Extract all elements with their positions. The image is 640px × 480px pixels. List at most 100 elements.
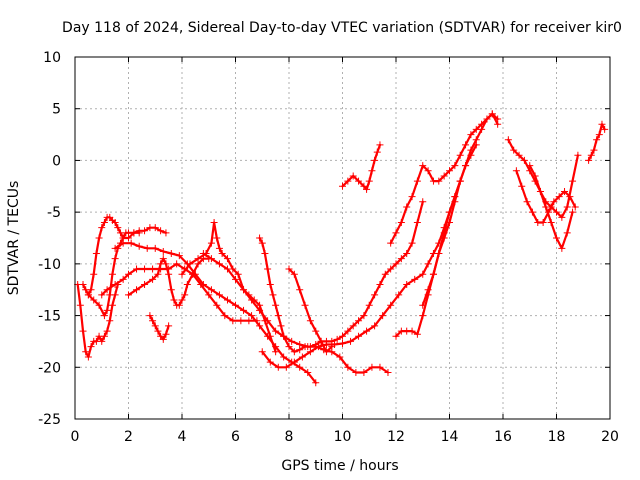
series-track-5 (111, 239, 320, 387)
data-point (114, 224, 122, 232)
data-point (347, 337, 355, 345)
data-point (413, 330, 421, 338)
data-point (352, 368, 360, 376)
data-point (274, 312, 282, 320)
data-point (274, 363, 282, 371)
data-point (106, 291, 114, 299)
data-point (111, 281, 119, 289)
data-point (558, 244, 566, 252)
data-point (397, 255, 405, 263)
data-point (285, 343, 293, 351)
data-point (205, 291, 213, 299)
data-point (141, 227, 149, 235)
data-point (349, 322, 357, 330)
data-point (371, 322, 379, 330)
data-point (301, 301, 309, 309)
data-point (256, 306, 264, 314)
data-point (178, 296, 186, 304)
data-point (344, 327, 352, 335)
data-point (558, 213, 566, 221)
data-point (467, 151, 475, 159)
series-track-1 (74, 281, 122, 361)
chart-title: Day 118 of 2024, Sidereal Day-to-day VTE… (62, 20, 622, 36)
data-point (162, 229, 170, 237)
data-point (312, 327, 320, 335)
data-point (504, 136, 512, 144)
data-point (100, 218, 108, 226)
x-tick-label: 8 (285, 429, 294, 445)
y-tick-label: -5 (47, 205, 61, 221)
data-point (451, 193, 459, 201)
data-point (419, 301, 427, 309)
data-point (467, 131, 475, 139)
data-point (360, 368, 368, 376)
data-point (207, 286, 215, 294)
series-track-8 (178, 218, 280, 356)
series-track-4 (98, 260, 261, 325)
data-point (403, 250, 411, 258)
data-point (384, 368, 392, 376)
data-point (108, 301, 116, 309)
data-point (360, 312, 368, 320)
data-point (569, 177, 577, 185)
series-line (515, 169, 577, 224)
data-point (306, 317, 314, 325)
data-point (149, 265, 157, 273)
x-tick-label: 20 (601, 429, 619, 445)
data-point (159, 255, 167, 263)
data-point (207, 239, 215, 247)
data-point (590, 146, 598, 154)
data-point (215, 260, 223, 268)
data-point (387, 265, 395, 273)
y-tick-label: 0 (52, 153, 61, 169)
data-point (395, 291, 403, 299)
data-point (95, 301, 103, 309)
data-point (162, 330, 170, 338)
data-point (280, 332, 288, 340)
data-point (312, 379, 320, 387)
data-point (173, 260, 181, 268)
data-point (419, 312, 427, 320)
data-point (563, 229, 571, 237)
data-point (223, 296, 231, 304)
data-point (523, 198, 531, 206)
data-point (240, 286, 248, 294)
data-point (376, 141, 384, 149)
data-point (240, 306, 248, 314)
data-point (462, 141, 470, 149)
data-point (266, 358, 274, 366)
data-point (371, 156, 379, 164)
data-point (277, 322, 285, 330)
y-tick-label: -25 (38, 412, 61, 428)
data-point (413, 218, 421, 226)
data-point (181, 291, 189, 299)
x-axis-label: GPS time / hours (281, 458, 398, 474)
data-point (146, 312, 154, 320)
data-point (478, 120, 486, 128)
data-point (355, 177, 363, 185)
x-tick-label: 2 (124, 429, 133, 445)
data-point (408, 193, 416, 201)
grid (75, 57, 610, 419)
y-axis-label: SDTVAR / TECUs (6, 181, 22, 296)
data-point (290, 348, 298, 356)
data-point (355, 332, 363, 340)
data-point (167, 286, 175, 294)
series-line (87, 226, 167, 317)
data-point (162, 260, 170, 268)
x-tick-label: 12 (387, 429, 405, 445)
data-point (141, 265, 149, 273)
data-point (223, 255, 231, 263)
data-point (542, 203, 550, 211)
data-point (111, 255, 119, 263)
data-point (100, 332, 108, 340)
data-point (536, 187, 544, 195)
data-point (376, 281, 384, 289)
data-point (339, 182, 346, 190)
data-point (528, 208, 536, 216)
data-point (413, 177, 421, 185)
data-point (282, 363, 290, 371)
data-point (381, 270, 389, 278)
series-line (287, 267, 333, 353)
